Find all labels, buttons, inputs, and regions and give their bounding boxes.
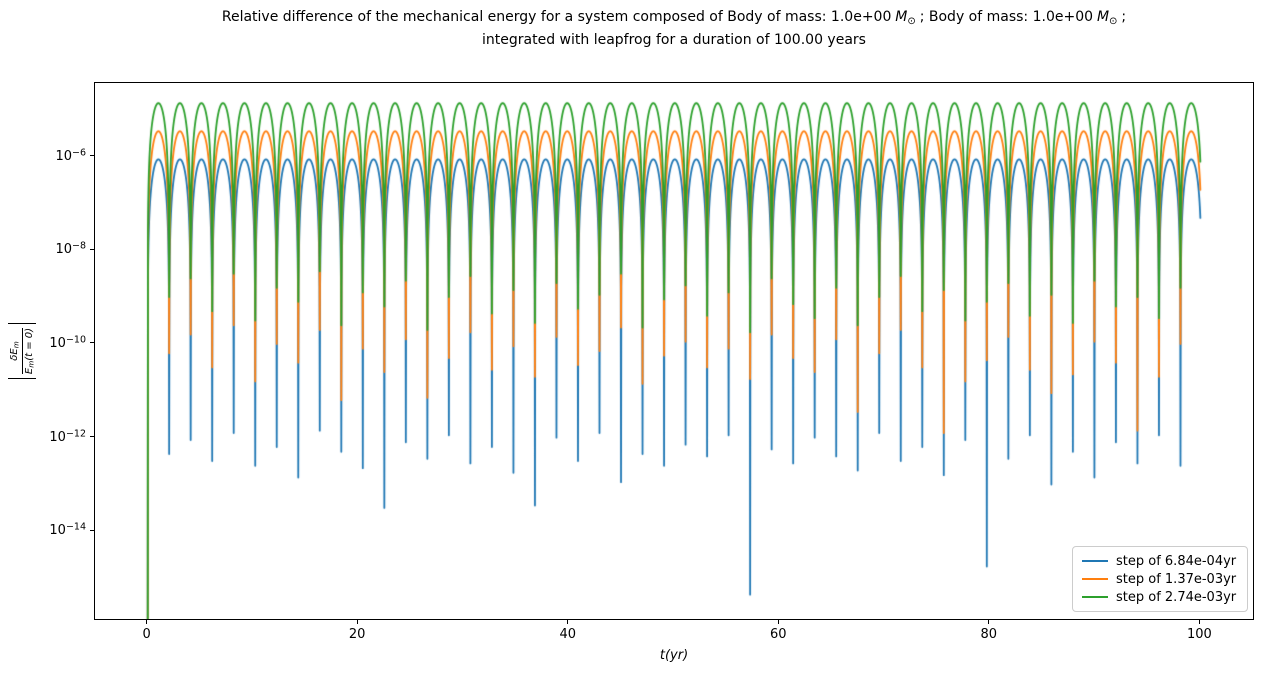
legend-row: step of 1.37e-03yr (1082, 572, 1238, 587)
x-tick-label: 80 (980, 627, 998, 642)
ylabel-fraction: δEm Em(t = 0) (7, 322, 37, 380)
legend-label: step of 6.84e-04yr (1116, 553, 1237, 569)
legend-label: step of 2.74e-03yr (1116, 589, 1237, 605)
x-tick-mark (567, 620, 569, 624)
y-tick-mark (90, 248, 94, 250)
y-tick-label: 10−12 (49, 428, 86, 445)
chart-title-line-2: integrated with leapfrog for a duration … (482, 31, 866, 48)
y-tick-mark (90, 529, 94, 531)
sun-symbol-icon: ⊙ (907, 16, 916, 28)
x-tick-mark (356, 620, 358, 624)
legend-line-icon-green (1082, 595, 1108, 599)
title-text-b: ; Body of mass: 1.0e+00 (919, 9, 1094, 25)
plot-area (94, 82, 1254, 620)
ylabel-denominator: Em(t = 0) (23, 327, 35, 375)
x-tick-mark (146, 620, 148, 624)
legend: step of 6.84e-04yr step of 1.37e-03yr st… (1072, 546, 1248, 612)
x-tick-mark (777, 620, 779, 624)
ylabel-numerator: δEm (8, 341, 21, 361)
x-tick-label: 100 (1186, 627, 1212, 642)
plot-canvas (95, 83, 1253, 619)
chart-title-line-1: Relative difference of the mechanical en… (94, 7, 1254, 30)
x-tick-label: 60 (769, 627, 787, 642)
x-tick-label: 0 (142, 627, 151, 642)
sun-symbol-icon: ⊙ (1109, 16, 1118, 28)
legend-row: step of 2.74e-03yr (1082, 590, 1238, 605)
x-tick-label: 20 (348, 627, 366, 642)
title-text-c: ; (1121, 9, 1127, 25)
solar-mass-symbol: M⊙ (1096, 9, 1118, 28)
legend-row: step of 6.84e-04yr (1082, 554, 1238, 569)
chart-title: Relative difference of the mechanical en… (94, 7, 1254, 51)
title-text-a: Relative difference of the mechanical en… (221, 9, 892, 25)
y-tick-label: 10−6 (55, 147, 86, 164)
y-tick-label: 10−8 (55, 240, 86, 258)
legend-line-icon-orange (1082, 577, 1108, 581)
solar-mass-symbol: M⊙ (895, 9, 916, 28)
mass-symbol-m: M (895, 9, 908, 25)
legend-line-icon-blue (1082, 559, 1108, 563)
x-axis-label: t(yr) (659, 648, 689, 663)
x-tick-mark (1198, 620, 1200, 624)
y-tick-mark (90, 436, 94, 438)
x-tick-label: 40 (559, 627, 576, 642)
y-tick-mark (90, 342, 94, 344)
mass-symbol-m: M (1096, 9, 1110, 25)
legend-label: step of 1.37e-03yr (1116, 571, 1237, 587)
x-tick-mark (988, 620, 990, 624)
fraction-bar (21, 327, 23, 375)
y-axis-label: δEm Em(t = 0) (2, 313, 42, 389)
y-tick-label: 10−10 (49, 334, 86, 351)
y-tick-label: 10−14 (49, 521, 86, 539)
y-tick-mark (90, 155, 94, 157)
